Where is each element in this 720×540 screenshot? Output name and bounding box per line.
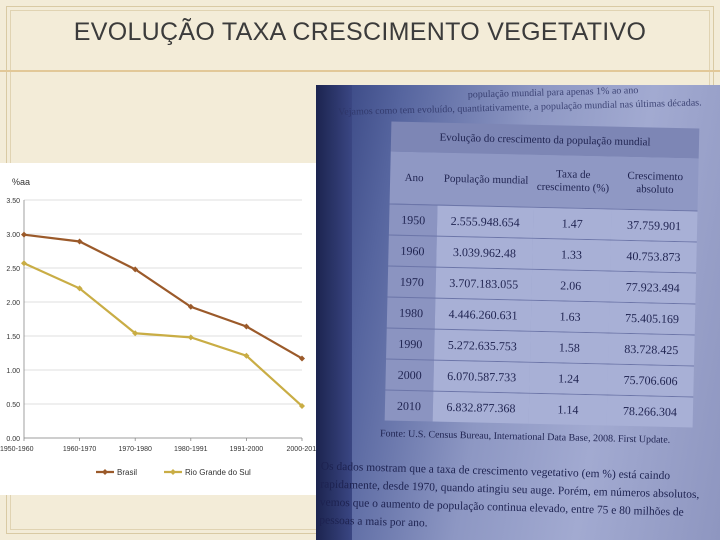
table-cell: 6.070.587.733 [433, 360, 530, 393]
table-cell: 83.728.425 [607, 333, 695, 366]
series-line-2 [23, 262, 303, 407]
chart-series [21, 231, 305, 410]
x-tick-label: 1960-1970 [63, 446, 97, 453]
x-tick-label: 1980-1991 [174, 446, 208, 453]
legend-swatch-marker [102, 469, 108, 475]
table-header-cell: População mundial [443, 172, 529, 187]
table-cell: 1950 [388, 204, 438, 236]
table-cell: 37.759.901 [610, 209, 698, 242]
textbook-photo: população mundial para apenas 1% ao ano … [316, 85, 720, 540]
data-point [76, 238, 83, 245]
slide-title: EVOLUÇÃO TAXA CRESCIMENTO VEGETATIVO [73, 18, 647, 46]
y-tick-label: 1.00 [6, 368, 20, 375]
x-tick-label: 1991-2000 [230, 446, 264, 453]
table-cell: 1.14 [528, 393, 608, 426]
table-cell: 2.06 [531, 269, 611, 302]
y-tick-label: 3.00 [6, 232, 20, 239]
table-header-cell: Ano [404, 171, 424, 184]
photo-top-text: população mundial para apenas 1% ao ano … [338, 85, 719, 120]
growth-rate-chart-panel: %aa 0.00 0.50 1.00 1.50 2.00 2.50 3.00 3.50 195… [0, 163, 322, 495]
y-tick-label: 0.00 [6, 436, 20, 443]
y-tick-label: 3.50 [6, 198, 20, 205]
data-point [132, 330, 139, 337]
growth-rate-line-chart: %aa 0.00 0.50 1.00 1.50 2.00 2.50 3.00 3.50 195… [0, 177, 320, 477]
table-cell: 78.266.304 [606, 395, 694, 428]
legend-label: Rio Grande do Sul [185, 468, 251, 477]
photo-paragraph: Os dados mostram que a taxa de crescimen… [319, 460, 700, 530]
y-tick-label: 1.50 [6, 334, 20, 341]
x-tick-label: 2000-2010 [287, 446, 321, 453]
chart-axes [23, 200, 303, 441]
table-cell: 5.272.635.753 [434, 329, 531, 362]
legend-label: Brasil [117, 468, 137, 477]
data-point [243, 352, 250, 359]
table-source: Fonte: U.S. Census Bureau, International… [379, 428, 671, 446]
y-tick-label: 0.50 [6, 402, 20, 409]
table-cell: 4.446.260.631 [434, 298, 532, 331]
table-cell: 2000 [385, 359, 435, 391]
table-cell: 75.405.169 [608, 302, 696, 335]
table-cell: 1.33 [532, 238, 611, 271]
data-point [21, 260, 27, 267]
table-cell: 1970 [387, 266, 437, 298]
y-tick-labels: 0.00 0.50 1.00 1.50 2.00 2.50 3.00 3.50 [6, 198, 20, 443]
series-line-1 [23, 233, 303, 360]
table-cell: 77.923.494 [609, 271, 697, 304]
data-point [21, 231, 27, 238]
table-cell: 75.706.606 [607, 364, 694, 397]
data-point [132, 266, 139, 273]
table-header-cell: Taxa de crescimento (%) [536, 168, 610, 195]
table-cell: 40.753.873 [610, 240, 697, 273]
table-cell: 2010 [384, 390, 434, 422]
y-axis-label: %aa [12, 177, 30, 187]
x-tick-labels: 1950-1960 1960-1970 1970-1980 1980-1991 1991… [0, 446, 320, 453]
y-tick-label: 2.50 [6, 266, 20, 273]
table-cell: 3.707.183.055 [435, 267, 533, 300]
chart-gridlines [24, 199, 302, 439]
table-cell: 1.58 [530, 331, 609, 364]
title-divider [0, 70, 720, 72]
data-point [187, 303, 194, 310]
table-cell: 1.63 [530, 300, 610, 333]
x-tick-label: 1950-1960 [0, 446, 34, 453]
data-point [243, 323, 250, 330]
table-header-row: Ano População mundial Taxa de cresciment… [389, 151, 699, 211]
table-header-cell: Crescimento absoluto [627, 169, 684, 196]
y-tick-label: 2.00 [6, 300, 20, 307]
table-cell: 1990 [386, 328, 435, 360]
data-point [187, 334, 194, 341]
data-point [299, 355, 305, 362]
photo-shadow-edge [316, 85, 352, 540]
table-cell: 1980 [386, 297, 436, 329]
table-cell: 1960 [388, 235, 437, 267]
x-tick-label: 1970-1980 [118, 446, 152, 453]
table-cell: 6.832.877.368 [432, 391, 530, 424]
chart-legend: Brasil Rio Grande do Sul [96, 468, 251, 477]
table-cell: 2.555.948.654 [436, 205, 534, 238]
data-point [76, 285, 83, 292]
data-point [299, 403, 305, 410]
population-table: Evolução do crescimento da população mun… [384, 121, 700, 428]
table-cell: 1.24 [529, 362, 608, 395]
table-cell: 3.039.962.48 [436, 236, 533, 269]
legend-swatch-marker [170, 469, 176, 475]
table-cell: 1.47 [532, 207, 612, 240]
